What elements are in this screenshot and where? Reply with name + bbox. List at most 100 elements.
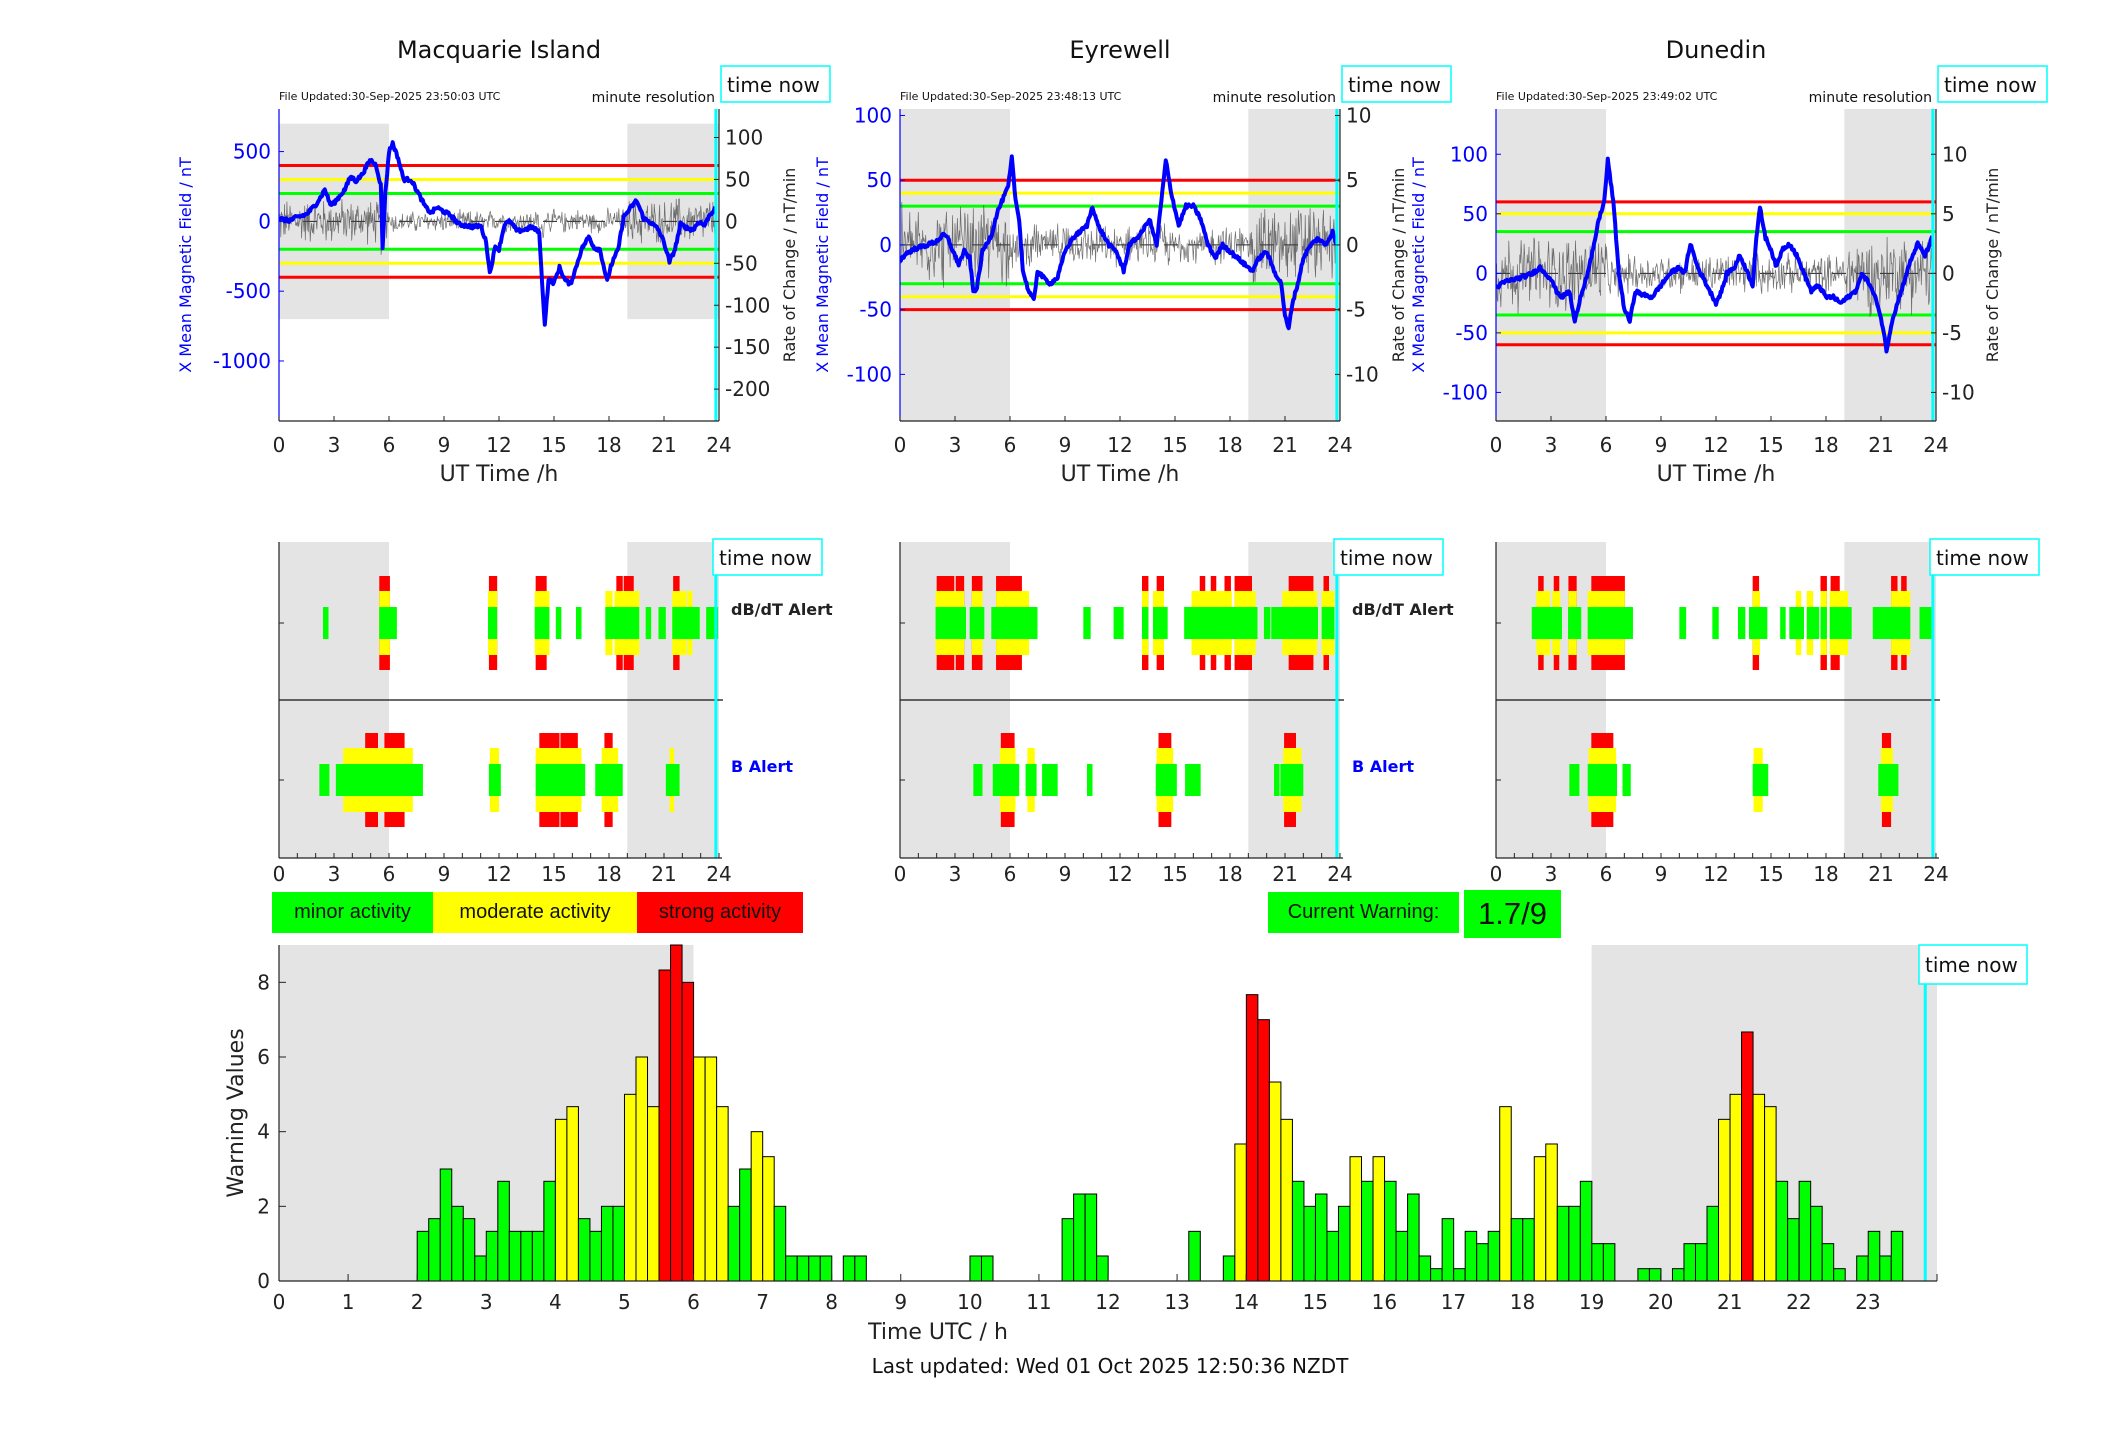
dbdt-alert-green-bar <box>969 607 985 639</box>
left-y-tick-label: -1000 <box>213 349 271 373</box>
dbdt-alert-green-bar <box>1191 607 1258 639</box>
alert-x-tick-label: 6 <box>383 862 396 886</box>
left-axis-label: X Mean Magnetic Field / nT <box>1409 157 1428 373</box>
y-tick-label: 6 <box>257 1045 270 1069</box>
warning-bar <box>1314 1193 1328 1282</box>
x-tick-label: 15 <box>1758 433 1783 457</box>
left-y-tick-label: 500 <box>233 140 271 164</box>
x-tick-label: 18 <box>1217 433 1242 457</box>
warning-bar <box>842 1255 856 1282</box>
right-y-tick-label: -50 <box>725 251 758 275</box>
rate-of-change-line <box>1496 236 1933 317</box>
x-tick-label: 6 <box>1600 433 1613 457</box>
left-axis-label: X Mean Magnetic Field / nT <box>176 157 195 373</box>
warning-bar <box>439 1168 453 1282</box>
time-now-label: time now <box>1340 546 1433 570</box>
x-tick-label: 18 <box>596 433 621 457</box>
alert-x-tick-label: 12 <box>486 862 511 886</box>
warning-bar <box>1280 1118 1293 1282</box>
x-tick-label: 2 <box>411 1290 424 1314</box>
warning-bar <box>1775 1180 1789 1282</box>
dbdt-alert-green-bar <box>645 607 652 639</box>
b-alert-green-bar <box>1587 764 1617 796</box>
b-alert-green-bar <box>1087 764 1093 796</box>
x-tick-label: 18 <box>1510 1290 1535 1314</box>
warning-bar <box>773 1205 787 1282</box>
time-now-marker: time now <box>1918 944 2028 985</box>
x-tick-label: 9 <box>438 433 451 457</box>
time-now-box <box>1918 944 2028 985</box>
warning-bar <box>647 1106 660 1282</box>
x-tick-label: 22 <box>1786 1290 1811 1314</box>
dbdt-alert-label: dB/dT Alert <box>1352 600 1454 619</box>
alert-x-tick-label: 21 <box>1868 862 1893 886</box>
time-now-box <box>712 538 823 576</box>
warning-bar <box>1291 1180 1305 1282</box>
x-tick-label: 12 <box>1703 433 1728 457</box>
dbdt-alert-green-bar <box>672 607 700 639</box>
warning-bar <box>1568 1205 1581 1282</box>
warning-bar <box>980 1255 994 1282</box>
legend-strong-activity: strong activity <box>637 892 803 933</box>
right-y-tick-label: 0 <box>725 209 738 233</box>
current-warning-label: Current Warning: <box>1268 892 1459 933</box>
right-y-tick-label: 0 <box>1346 233 1359 257</box>
warning-bar <box>1349 1156 1363 1282</box>
station-title: Eyrewell <box>1069 36 1170 64</box>
warning-bar <box>704 1056 718 1282</box>
warning-bar <box>819 1255 833 1282</box>
x-tick-label: 13 <box>1164 1290 1189 1314</box>
resolution-text: minute resolution <box>592 90 715 106</box>
dbdt-alert-green-bar <box>1738 607 1746 639</box>
warning-bar <box>1510 1218 1524 1282</box>
dbdt-alert-green-bar <box>534 607 550 639</box>
x-tick-label: 3 <box>328 433 341 457</box>
right-y-tick-label: -200 <box>725 377 770 401</box>
warning-bar <box>1729 1093 1743 1282</box>
warning-bar <box>1188 1230 1201 1282</box>
warning-bar <box>1084 1193 1098 1282</box>
warning-bar <box>1234 1143 1247 1282</box>
alert-x-tick-label: 24 <box>706 862 731 886</box>
time-now-marker: time now <box>1929 538 2040 576</box>
warning-bar <box>796 1255 810 1282</box>
y-tick-label: 0 <box>257 1269 270 1293</box>
warning-bar <box>589 1230 602 1282</box>
warning-bar <box>1798 1180 1812 1282</box>
x-tick-label: 24 <box>1923 433 1948 457</box>
dbdt-alert-green-bar <box>1829 607 1852 639</box>
warning-bar <box>1787 1218 1800 1282</box>
b-alert-green-bar <box>1155 764 1177 796</box>
right-y-tick-label: -5 <box>1346 298 1366 322</box>
warning-bar <box>1821 1243 1835 1282</box>
y-tick-label: 8 <box>257 970 270 994</box>
time-now-label: time now <box>1925 953 2018 977</box>
warning-bar <box>1361 1180 1374 1282</box>
magnetic-field-line <box>279 140 718 327</box>
x-tick-label: 6 <box>1004 433 1017 457</box>
warning-bar <box>969 1255 982 1282</box>
file-updated-text: File Updated:30-Sep-2025 23:48:13 UTC <box>900 90 1122 103</box>
b-alert-green-bar <box>1622 764 1631 796</box>
alert-x-tick-label: 9 <box>438 862 451 886</box>
left-y-tick-label: 0 <box>258 209 271 233</box>
warning-bar <box>854 1255 867 1282</box>
time-now-box <box>1937 65 2048 103</box>
left-y-tick-label: 0 <box>879 233 892 257</box>
dbdt-alert-green-bar <box>1153 607 1168 639</box>
warning-bar <box>508 1230 522 1282</box>
warning-bar <box>577 1218 591 1282</box>
b-alert-green-bar <box>992 764 1020 796</box>
dbdt-alert-green-bar <box>1263 607 1271 639</box>
y-axis-label: Warning Values <box>224 1028 249 1197</box>
x-tick-label: 6 <box>383 433 396 457</box>
warning-bar <box>1337 1205 1351 1282</box>
left-y-tick-label: -500 <box>226 279 271 303</box>
b-alert-green-bar <box>973 764 983 796</box>
alert-x-tick-label: 6 <box>1004 862 1017 886</box>
left-y-tick-label: -50 <box>1455 321 1488 345</box>
warning-bar <box>1890 1230 1904 1282</box>
resolution-text: minute resolution <box>1213 90 1336 106</box>
time-now-box <box>1333 538 1444 576</box>
